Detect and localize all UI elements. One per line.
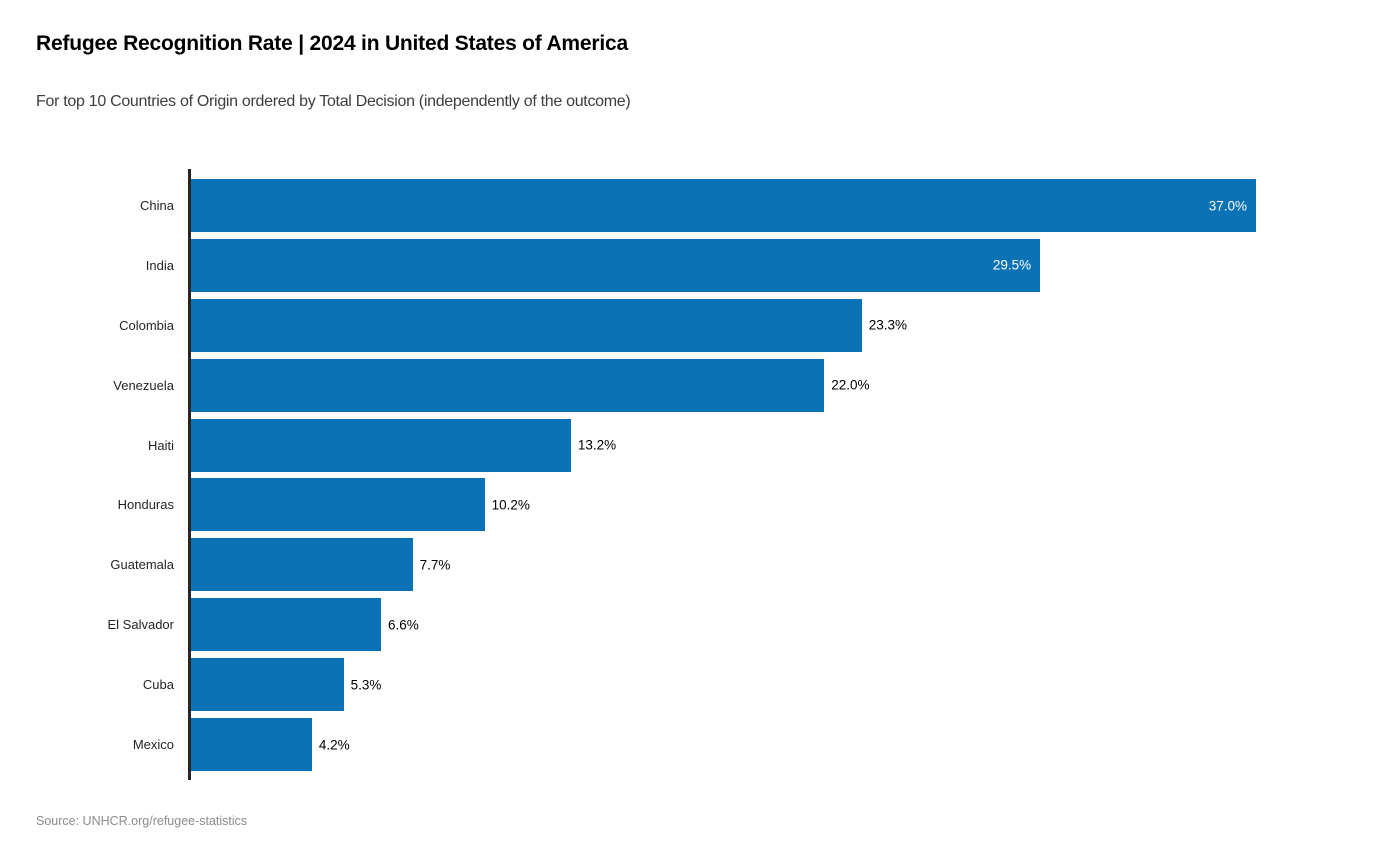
- category-label: Cuba: [142, 677, 174, 693]
- bar-track: 5.3%: [191, 658, 1400, 712]
- y-axis-line: [188, 169, 191, 780]
- bar-track: 7.7%: [191, 538, 1400, 592]
- bar: 13.2%: [191, 418, 616, 472]
- value-label: 7.7%: [419, 557, 451, 573]
- category-label: China: [140, 198, 174, 213]
- category-label: India: [145, 257, 174, 273]
- category-label: Honduras: [117, 497, 174, 513]
- value-label: 22.0%: [831, 377, 870, 393]
- category-label: Colombia: [119, 317, 174, 333]
- bar-row: Mexico 4.2%: [0, 718, 1400, 772]
- value-label: 6.6%: [388, 617, 419, 633]
- value-label: 13.2%: [577, 437, 617, 453]
- bar: 29.5%: [191, 238, 1041, 292]
- bar: 7.7%: [191, 538, 450, 592]
- bar-row: Honduras 10.2%: [0, 478, 1400, 532]
- category-label: Guatemala: [110, 557, 174, 573]
- value-label: 23.3%: [868, 317, 907, 333]
- chart-subtitle: For top 10 Countries of Origin ordered b…: [36, 93, 631, 110]
- value-label: 37.0%: [1208, 198, 1247, 213]
- bar-track: 29.5%: [191, 238, 1400, 292]
- bar: 22.0%: [191, 358, 869, 412]
- bar-row: India 29.5%: [0, 238, 1400, 292]
- bar-track: 10.2%: [191, 478, 1400, 532]
- bar-track: 22.0%: [191, 358, 1400, 412]
- bar-track: 13.2%: [191, 418, 1400, 472]
- bar: 37.0%: [191, 179, 1256, 232]
- bar-row: Haiti 13.2%: [0, 418, 1400, 472]
- chart-title: Refugee Recognition Rate | 2024 in Unite…: [36, 32, 628, 55]
- bar-row: Cuba 5.3%: [0, 658, 1400, 712]
- bar: 6.6%: [191, 598, 419, 652]
- source-credit: Source: UNHCR.org/refugee-statistics: [36, 814, 248, 828]
- bar: 10.2%: [191, 478, 530, 532]
- bar: 5.3%: [191, 658, 381, 712]
- bar: 4.2%: [191, 718, 350, 772]
- value-label: 5.3%: [350, 677, 382, 693]
- bar-track: 6.6%: [191, 598, 1400, 652]
- bar: 23.3%: [191, 298, 907, 352]
- bar-chart: China 37.0% India 29.5% Colombia 23.3% Venezue…: [0, 169, 1400, 780]
- value-label: 29.5%: [992, 257, 1032, 273]
- bar-track: 4.2%: [191, 718, 1400, 772]
- bar-row: Venezuela 22.0%: [0, 358, 1400, 412]
- bar-rows: China 37.0% India 29.5% Colombia 23.3% Venezue…: [0, 179, 1400, 778]
- category-label: Venezuela: [113, 377, 174, 393]
- value-label: 10.2%: [491, 497, 530, 513]
- value-label: 4.2%: [318, 737, 350, 753]
- bar-row: El Salvador 6.6%: [0, 598, 1400, 652]
- category-label: Mexico: [132, 737, 174, 753]
- bar-row: Guatemala 7.7%: [0, 538, 1400, 592]
- bar-track: 23.3%: [191, 298, 1400, 352]
- category-label: Haiti: [147, 437, 174, 453]
- bar-track: 37.0%: [191, 179, 1400, 232]
- bar-row: China 37.0%: [0, 179, 1400, 232]
- bar-row: Colombia 23.3%: [0, 298, 1400, 352]
- category-label: El Salvador: [107, 617, 174, 633]
